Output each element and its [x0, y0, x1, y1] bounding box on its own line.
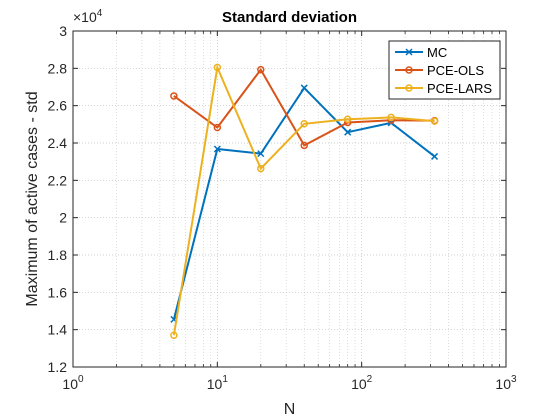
legend-label: PCE-LARS — [427, 81, 492, 96]
x-tick-label: 101 — [207, 374, 229, 392]
y-tick-label: 2.6 — [48, 98, 68, 114]
x-axis-label: N — [284, 401, 296, 418]
y-tick-label: 3 — [59, 23, 67, 39]
x-tick-label: 102 — [351, 374, 373, 392]
series-line — [174, 88, 435, 319]
data-point — [432, 153, 438, 159]
x-tick-label: 103 — [495, 374, 517, 392]
y-tick-label: 2.8 — [48, 60, 68, 76]
y-tick-label: 1.8 — [48, 247, 68, 263]
y-tick-label: 2 — [59, 210, 67, 226]
y-axis-exponent: ×104 — [73, 8, 103, 25]
legend-label: PCE-OLS — [427, 63, 484, 78]
chart-title: Standard deviation — [222, 9, 357, 26]
legend: MC PCE-OLS PCE-LARS — [389, 41, 500, 99]
legend-label: MC — [427, 45, 447, 60]
y-tick-label: 1.4 — [48, 322, 68, 338]
y-tick-label: 2.2 — [48, 172, 68, 188]
y-tick-label: 1.6 — [48, 284, 68, 300]
y-axis-label: Maximum of active cases - std — [24, 91, 41, 306]
y-tick-label: 1.2 — [48, 359, 68, 375]
y-tick-label: 2.4 — [48, 135, 68, 151]
x-tick-label: 100 — [62, 374, 84, 392]
